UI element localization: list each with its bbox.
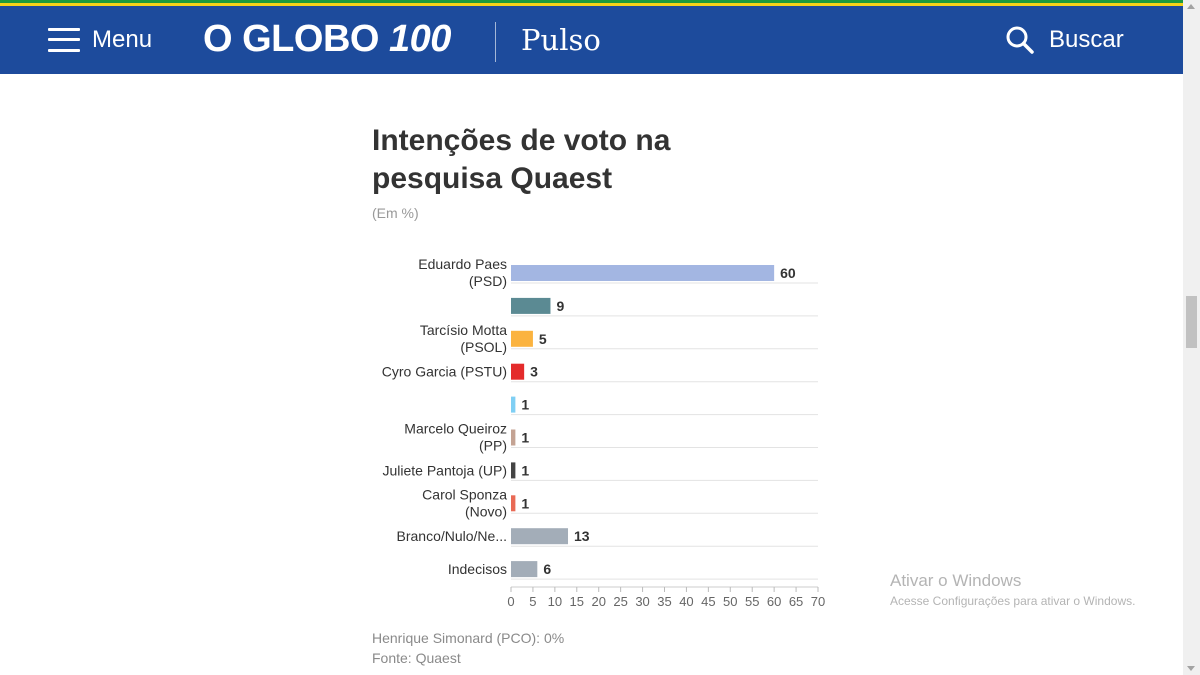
logo-text: O GLOBO bbox=[203, 18, 379, 60]
bar bbox=[511, 429, 516, 446]
bar-value-label: 3 bbox=[530, 364, 538, 380]
windows-activation-title: Ativar o Windows bbox=[890, 571, 1022, 590]
x-tick-label: 50 bbox=[723, 594, 737, 609]
flag-stripe bbox=[0, 0, 1200, 6]
bar bbox=[511, 297, 551, 314]
category-label: Eduardo Paes bbox=[418, 256, 507, 272]
x-tick-label: 30 bbox=[635, 594, 649, 609]
x-tick-label: 70 bbox=[811, 594, 825, 609]
x-tick-label: 25 bbox=[613, 594, 627, 609]
search-icon bbox=[1006, 26, 1034, 54]
page-scrollbar[interactable] bbox=[1183, 0, 1200, 675]
bar-value-label: 1 bbox=[521, 462, 529, 478]
x-tick-label: 20 bbox=[591, 594, 605, 609]
chart-source: Fonte: Quaest bbox=[372, 650, 461, 666]
section-name[interactable]: Pulso bbox=[521, 23, 601, 57]
bar bbox=[511, 265, 775, 281]
top-navigation-bar: Menu O GLOBO 100 Pulso Buscar bbox=[0, 6, 1183, 74]
bar-value-label: 1 bbox=[521, 397, 529, 413]
category-label: Cyro Garcia (PSTU) bbox=[382, 364, 507, 380]
category-label: Indecisos bbox=[448, 561, 507, 577]
category-label: Tarcísio Motta bbox=[420, 322, 507, 338]
x-tick-label: 15 bbox=[570, 594, 584, 609]
category-label: (PSOL) bbox=[460, 339, 507, 355]
bar-value-label: 1 bbox=[521, 430, 529, 446]
bar-value-label: 9 bbox=[556, 298, 564, 314]
bar bbox=[511, 528, 569, 545]
category-label: (PP) bbox=[479, 438, 507, 454]
x-tick-label: 45 bbox=[701, 594, 715, 609]
x-tick-label: 65 bbox=[789, 594, 803, 609]
category-label: Branco/Nulo/Ne... bbox=[397, 528, 508, 544]
header-divider bbox=[495, 22, 496, 62]
bar-value-label: 13 bbox=[574, 528, 590, 544]
category-label: Marcelo Queiroz bbox=[404, 421, 507, 437]
scroll-up-arrow-icon[interactable] bbox=[1187, 4, 1195, 9]
chart-title: Intenções de voto na pesquisa Quaest bbox=[372, 124, 671, 195]
x-tick-label: 35 bbox=[657, 594, 671, 609]
logo-100-text: 100 bbox=[389, 18, 451, 60]
hamburger-icon bbox=[48, 26, 80, 54]
windows-activation-subtitle: Acesse Configurações para ativar o Windo… bbox=[890, 594, 1136, 608]
x-tick-label: 10 bbox=[548, 594, 562, 609]
chart-note: Henrique Simonard (PCO): 0% bbox=[372, 630, 565, 646]
bar bbox=[511, 396, 516, 413]
bar bbox=[511, 330, 533, 347]
scroll-down-arrow-icon[interactable] bbox=[1187, 666, 1195, 671]
o-globo-logo[interactable]: O GLOBO 100 bbox=[203, 16, 451, 62]
category-label: Juliete Pantoja (UP) bbox=[382, 462, 507, 478]
category-label: (PSD) bbox=[469, 273, 507, 289]
bar-value-label: 60 bbox=[780, 265, 796, 281]
x-tick-label: 55 bbox=[745, 594, 759, 609]
search-label: Buscar bbox=[1049, 26, 1124, 53]
bar bbox=[511, 462, 516, 479]
bar bbox=[511, 363, 525, 380]
menu-label: Menu bbox=[92, 26, 153, 53]
category-label: Carol Sponza bbox=[422, 486, 507, 502]
search-button[interactable]: Buscar bbox=[1005, 24, 1124, 56]
bar bbox=[511, 561, 538, 578]
bar-value-label: 1 bbox=[521, 495, 529, 511]
bar-value-label: 5 bbox=[539, 331, 547, 347]
x-tick-label: 0 bbox=[507, 594, 514, 609]
bar bbox=[511, 495, 516, 512]
x-tick-label: 60 bbox=[767, 594, 781, 609]
category-label: (Novo) bbox=[465, 503, 507, 519]
x-tick-label: 5 bbox=[529, 594, 536, 609]
bar-value-label: 6 bbox=[543, 561, 551, 577]
chart-subtitle: (Em %) bbox=[372, 205, 419, 221]
x-tick-label: 40 bbox=[679, 594, 693, 609]
scrollbar-thumb[interactable] bbox=[1186, 296, 1197, 348]
menu-button[interactable]: Menu bbox=[48, 24, 152, 56]
